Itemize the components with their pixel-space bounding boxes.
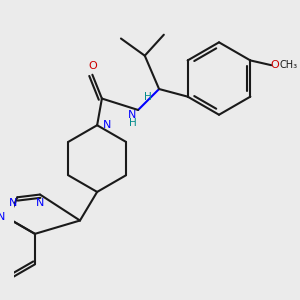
Text: O: O <box>88 61 97 71</box>
Text: N: N <box>103 120 111 130</box>
Text: O: O <box>271 60 280 70</box>
Text: H: H <box>128 118 136 128</box>
Text: N: N <box>36 198 44 208</box>
Text: CH₃: CH₃ <box>279 60 298 70</box>
Text: N: N <box>0 212 5 222</box>
Text: N: N <box>128 110 136 120</box>
Text: H: H <box>144 92 152 102</box>
Text: N: N <box>9 198 18 208</box>
